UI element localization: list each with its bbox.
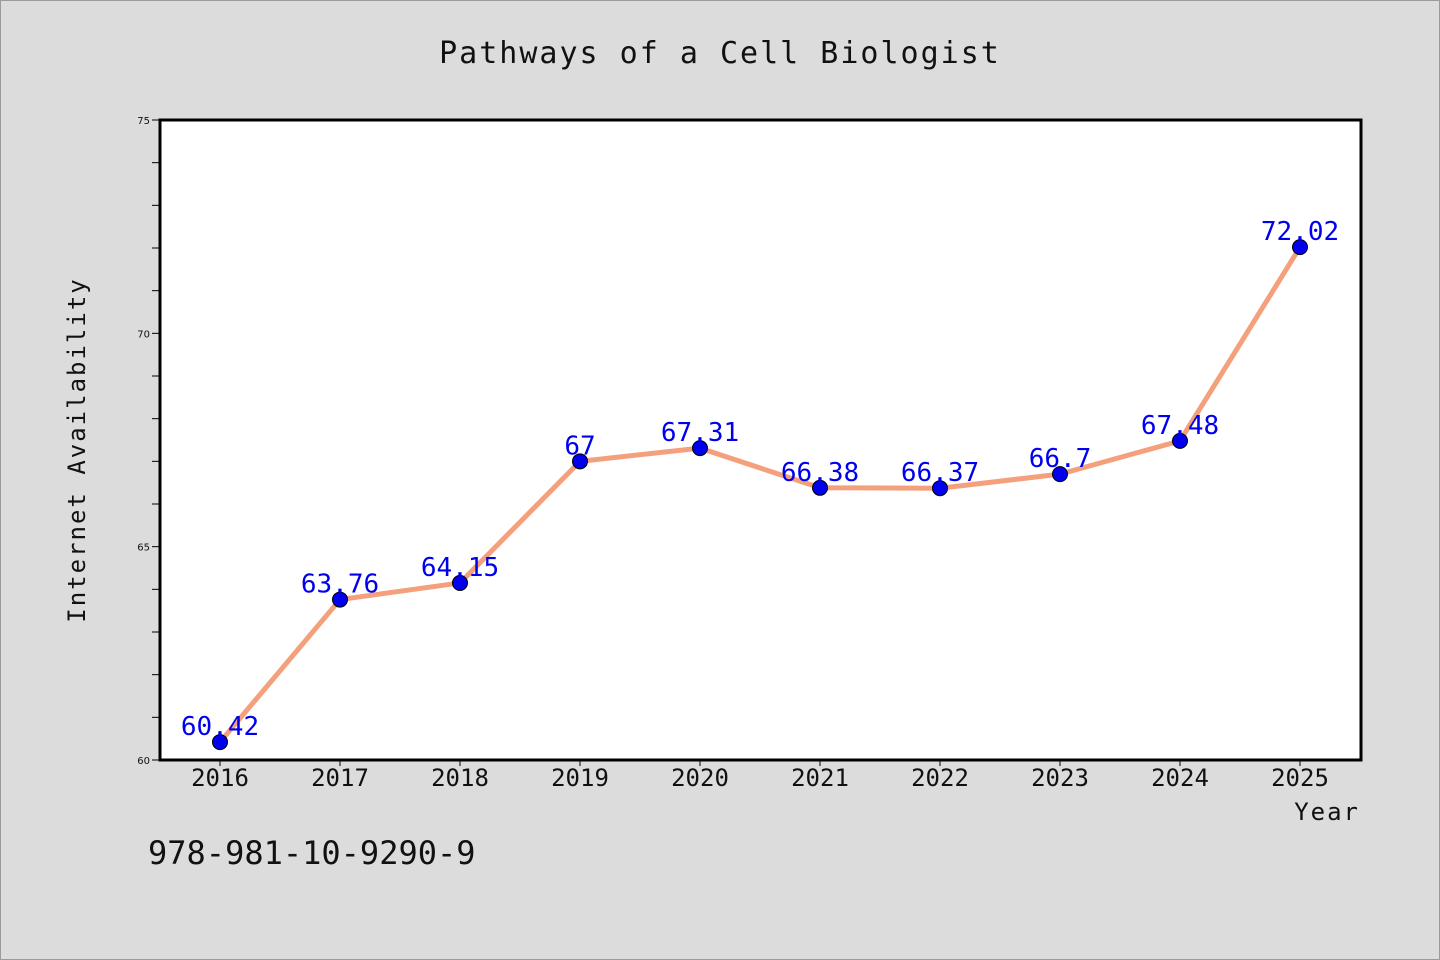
data-point-2022 bbox=[932, 480, 948, 497]
data-label-2020: 67.31 bbox=[661, 418, 739, 448]
data-label-2018: 64.15 bbox=[421, 553, 499, 583]
data-label-2023: 66.7 bbox=[1029, 444, 1092, 474]
series-line bbox=[217, 244, 1303, 745]
data-point-2018 bbox=[452, 574, 468, 591]
data-point-2023 bbox=[1052, 466, 1068, 483]
data-point-2021 bbox=[812, 479, 828, 496]
x-tick-label: 2018 bbox=[431, 764, 489, 792]
data-label-2016: 60.42 bbox=[181, 712, 259, 742]
y-tick-label: 70 bbox=[137, 329, 150, 340]
data-point-2025 bbox=[1292, 239, 1308, 256]
x-tick-label: 2019 bbox=[551, 764, 609, 792]
data-point-2016 bbox=[212, 734, 228, 751]
data-label-2024: 67.48 bbox=[1141, 411, 1219, 441]
data-point-2017 bbox=[332, 591, 348, 608]
x-tick-label: 2022 bbox=[911, 764, 969, 792]
series-internet-availability bbox=[212, 239, 1308, 751]
x-tick-label: 2025 bbox=[1271, 764, 1329, 792]
y-tick-label: 75 bbox=[137, 116, 150, 127]
y-tick-label: 65 bbox=[137, 543, 150, 554]
plot-area bbox=[158, 118, 1363, 762]
chart-title: Pathways of a Cell Biologist bbox=[439, 36, 1001, 71]
y-axis: 60 65 70 75 bbox=[137, 116, 160, 767]
data-label-2022: 66.37 bbox=[901, 458, 979, 488]
data-label-2017: 63.76 bbox=[301, 570, 379, 600]
y-axis-label: Internet Availability bbox=[63, 277, 91, 622]
data-label-2019: 67 bbox=[564, 431, 595, 461]
data-point-2019 bbox=[572, 453, 588, 470]
x-tick-label: 2016 bbox=[191, 764, 249, 792]
y-tick-label: 60 bbox=[137, 756, 150, 767]
data-labels: 60.42 63.76 64.15 67 67.31 66.38 66.37 66.7 67.4… bbox=[181, 217, 1339, 742]
data-label-2025: 72.02 bbox=[1261, 217, 1339, 247]
x-tick-label: 2017 bbox=[311, 764, 369, 792]
data-point-2024 bbox=[1172, 432, 1188, 449]
isbn-text: 978-981-10-9290-9 bbox=[148, 834, 476, 872]
data-point-2020 bbox=[692, 440, 708, 457]
x-tick-label: 2024 bbox=[1151, 764, 1209, 792]
x-tick-label: 2023 bbox=[1031, 764, 1089, 792]
x-tick-label: 2021 bbox=[791, 764, 849, 792]
data-label-2021: 66.38 bbox=[781, 458, 859, 488]
x-axis-label: Year bbox=[1294, 798, 1360, 826]
x-tick-label: 2020 bbox=[671, 764, 729, 792]
x-axis: 2016 2017 2018 2019 2020 2021 2022 2023 2024 2025 bbox=[191, 760, 1329, 792]
